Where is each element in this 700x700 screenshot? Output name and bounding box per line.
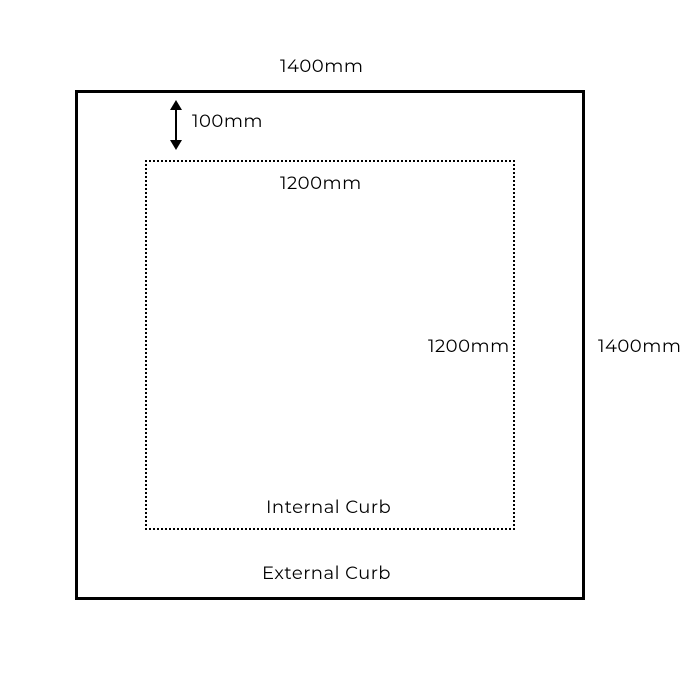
arrow-shaft bbox=[175, 108, 177, 142]
arrow-head-down-icon bbox=[170, 140, 182, 150]
diagram-stage: 1400mm 1400mm 1200mm 1200mm 100mm Intern… bbox=[0, 0, 700, 700]
inner-width-label: 1200mm bbox=[280, 172, 362, 194]
outer-width-label: 1400mm bbox=[280, 55, 363, 77]
external-curb-label: External Curb bbox=[262, 562, 391, 584]
gap-dimension-arrow bbox=[170, 100, 182, 150]
outer-height-label: 1400mm bbox=[598, 335, 681, 357]
inner-height-label: 1200mm bbox=[428, 335, 510, 357]
gap-label: 100mm bbox=[192, 110, 263, 132]
internal-curb-label: Internal Curb bbox=[266, 496, 391, 518]
